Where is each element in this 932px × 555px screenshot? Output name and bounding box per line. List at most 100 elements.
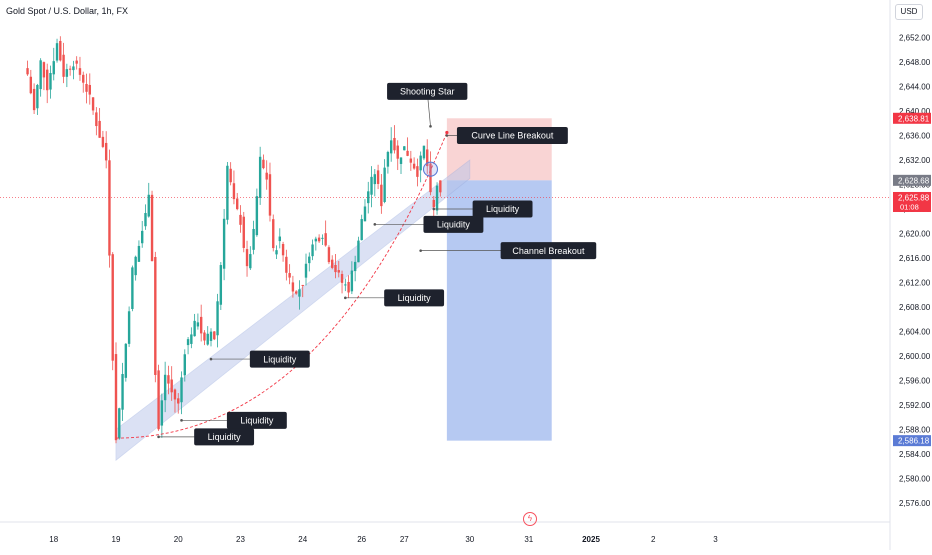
annotation-anchor [445,134,449,137]
y-tick-label: 2,640.00 [899,107,931,116]
y-tick-label: 2,620.00 [899,230,931,239]
candle-body [160,400,164,426]
candle-body [304,263,308,278]
candle-body [141,230,144,244]
annotation-anchor [432,207,436,211]
candle-body [36,84,39,109]
y-tick-label: 2,652.00 [899,34,931,43]
candle-body [52,61,55,75]
candle-body [327,247,331,263]
annotation-box [423,215,484,233]
candle-body [308,256,311,264]
candle-body [173,389,177,400]
candle-body [399,157,403,164]
x-tick-label: 27 [400,535,409,544]
y-tick-label: 2,576.00 [899,499,931,508]
candle-body [29,76,33,94]
candle-body [196,322,200,327]
currency-button[interactable]: USD [895,4,923,20]
x-tick-label: 20 [174,535,183,544]
candle-body [180,377,183,403]
candle-body [324,233,327,246]
y-tick-label: 2,644.00 [899,83,931,92]
candle-body [311,244,314,257]
symbol-title: Gold Spot / U.S. Dollar, 1h, FX [6,6,129,16]
annotation-anchor [373,223,377,226]
y-tick-label: 2,584.00 [899,450,931,459]
candle-body [216,301,219,336]
candle-body [272,219,275,249]
candle-body [42,62,46,78]
lightning-icon[interactable]: ϟ [523,512,537,526]
candle-body [163,374,167,401]
candle-body [114,354,118,441]
candle-body [268,174,272,216]
y-tick-label: 2,608.00 [899,303,931,312]
candle-body [219,265,223,305]
candles [26,36,442,444]
candle-body [373,174,377,185]
x-tick-label: 30 [465,535,474,544]
candle-body [137,245,141,262]
candle-body [249,254,252,269]
candle-body [298,289,301,297]
annotation-label: Liquidity [240,416,274,426]
annotation-label: Channel Breakout [512,246,585,256]
candle-body [340,274,344,283]
candle-body [278,236,281,242]
annotation-label: Liquidity [437,220,471,230]
candle-body [236,198,239,210]
candle-body [380,184,383,207]
annotation-anchor [344,296,347,300]
annotation-anchor [419,249,422,252]
candle-body [344,284,347,286]
candle-body [357,240,360,263]
candle-body [46,69,49,91]
candle-body [252,228,255,250]
candle-body [127,311,131,344]
candle-body [262,159,265,169]
candle-body [68,68,72,70]
candle-body [88,84,91,95]
candle-body [426,149,429,167]
candle-body [360,219,363,241]
candle-body [258,156,262,198]
annotation-anchor [180,419,183,422]
candle-body [331,259,334,268]
x-tick-label: 2025 [582,535,600,544]
y-tick-label: 2,600.00 [899,352,931,361]
price-countdown: 01:08 [900,202,919,211]
price-axis-label: 2,638.81 [898,114,930,123]
y-tick-label: 2,612.00 [899,279,931,288]
candle-body [353,261,357,272]
candle-body [367,191,370,204]
candle-body [435,185,439,211]
candle-body [229,168,232,183]
candle-body [350,270,354,292]
candle-body [150,194,154,262]
candle-body [370,176,373,195]
candle-body [55,43,59,61]
annotation-label: Liquidity [208,432,242,442]
candle-body [39,60,42,90]
candle-body [403,146,406,151]
annotation-label: Liquidity [398,293,432,303]
candle-body [186,339,190,346]
candle-body [78,68,82,75]
curve-end-point [445,130,449,135]
candle-body [26,68,29,75]
annotation-label: Shooting Star [400,87,455,97]
x-tick-label: 2 [651,535,656,544]
annotation-label: Curve Line Breakout [471,131,554,141]
y-tick-label: 2,592.00 [899,401,931,410]
annotation-box [384,289,445,307]
annotation-anchor [157,435,160,439]
candle-body [265,172,268,180]
candle-body [439,180,442,193]
candle-body [209,331,213,341]
candle-body [213,331,216,340]
candle-body [62,54,65,77]
price-axis-label: 2,625.88 [898,193,930,202]
